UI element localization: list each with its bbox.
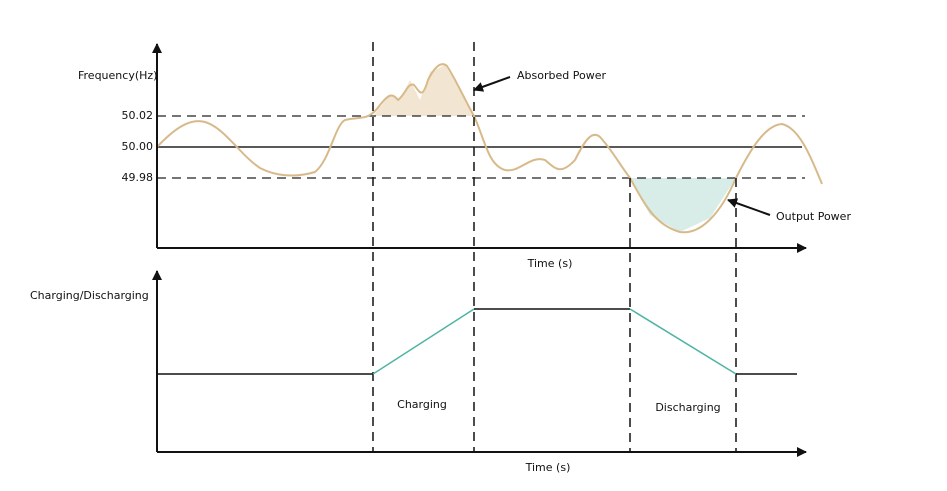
phase-label: Charging <box>397 398 447 411</box>
charging-ramp <box>372 308 475 375</box>
annotation-arrow <box>727 198 771 216</box>
annotation: Absorbed Power <box>517 69 606 82</box>
discharging-ramp <box>629 308 737 375</box>
level-label: 50.00 <box>122 140 154 153</box>
annotation-arrow <box>473 76 511 92</box>
level-label: 50.02 <box>122 109 154 122</box>
top-panel: Frequency(Hz) 50.02 50.00 49.98 Time (s)… <box>78 43 851 270</box>
frequency-curve <box>156 63 823 234</box>
y-axis-label: Frequency(Hz) <box>78 69 157 82</box>
x-axis-label: Time (s) <box>525 461 571 474</box>
phase-label: Discharging <box>655 401 720 414</box>
bottom-panel: Charging/Discharging Charging Dischargin… <box>30 270 807 474</box>
phase-markers <box>372 42 737 452</box>
annotation: Output Power <box>776 210 851 223</box>
x-axis-label: Time (s) <box>527 257 573 270</box>
y-axis-label: Charging/Discharging <box>30 289 149 302</box>
level-label: 49.98 <box>122 171 154 184</box>
